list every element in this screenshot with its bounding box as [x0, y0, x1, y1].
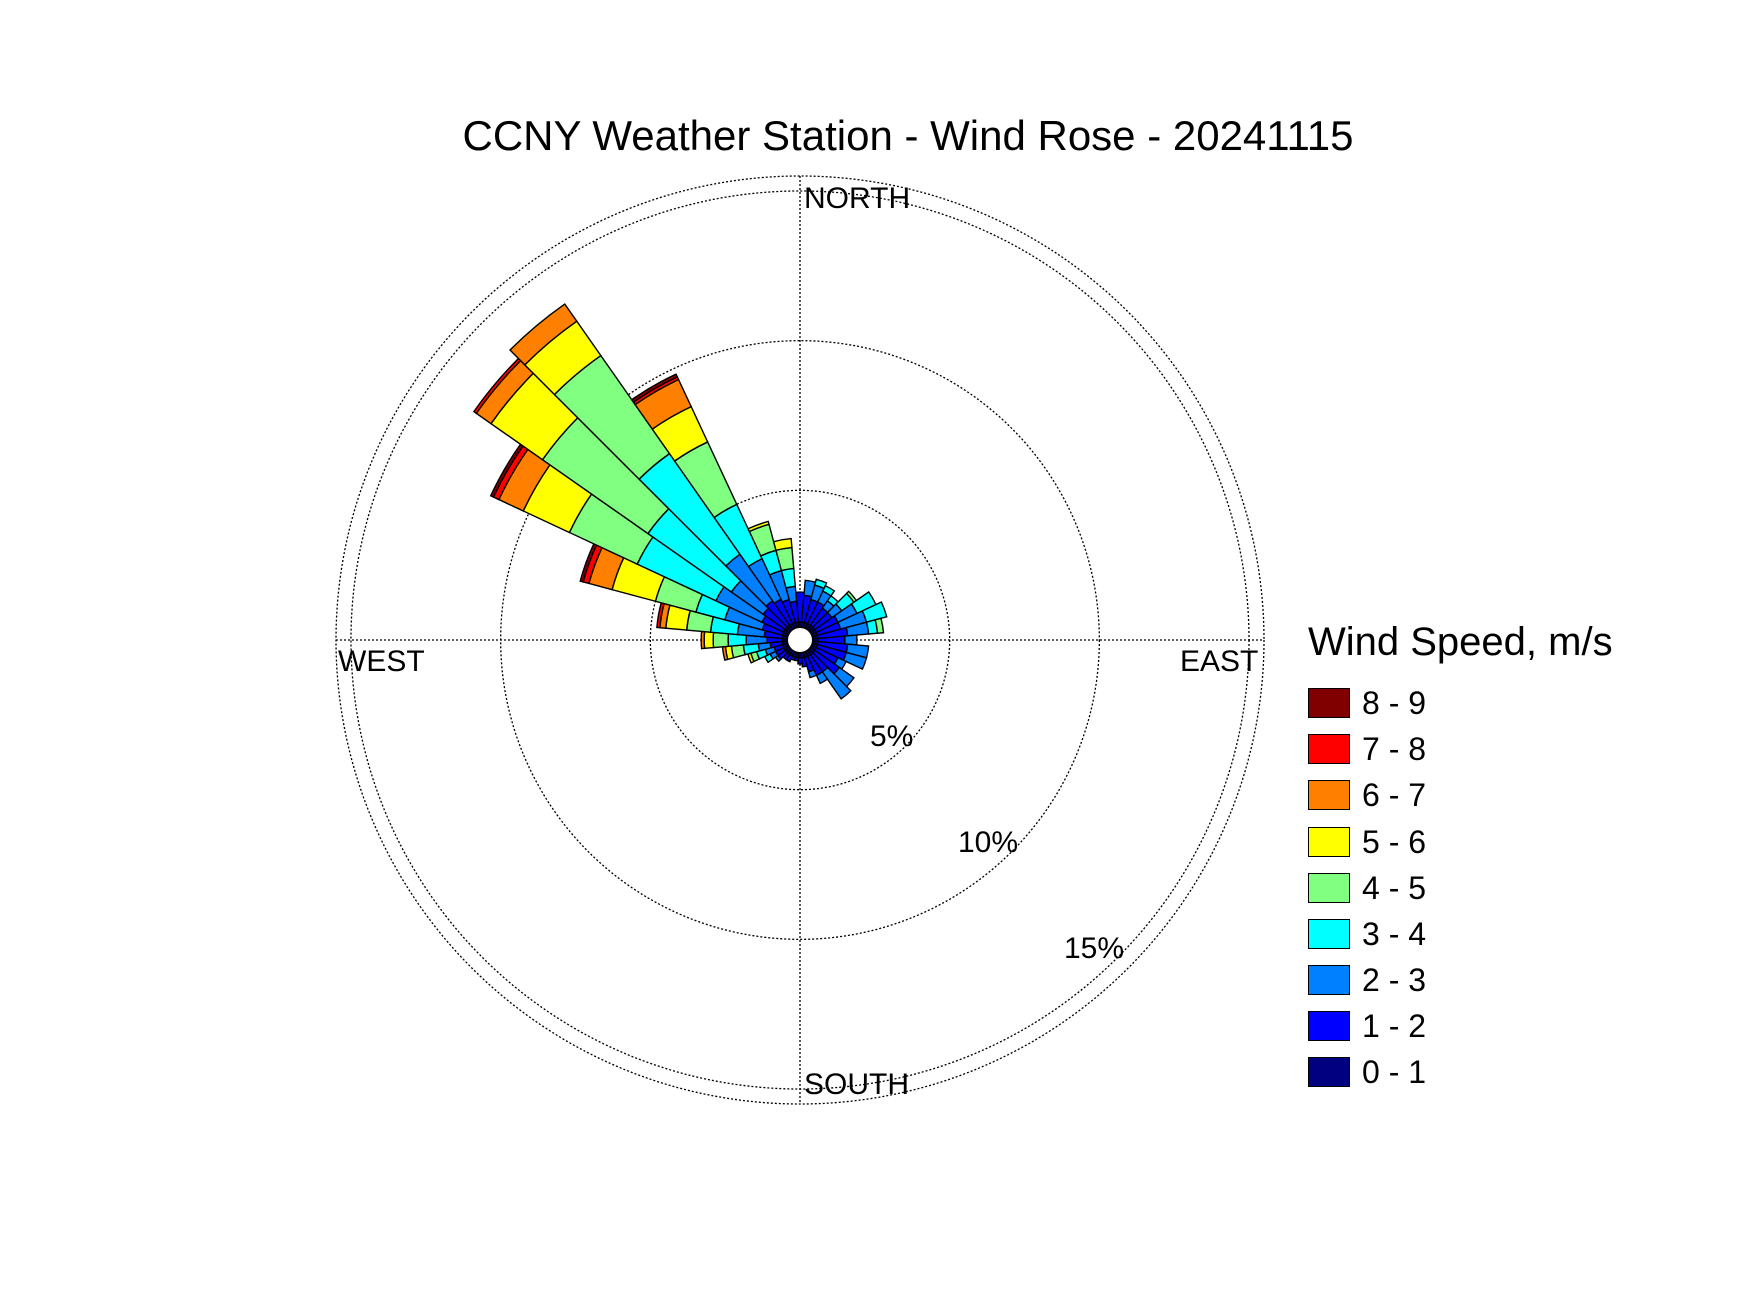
legend-item-6-7: 6 - 7 [1308, 777, 1426, 813]
legend-item-2-3: 2 - 3 [1308, 962, 1426, 998]
wedge-dir270-bin-5-6 [703, 630, 715, 650]
legend-label: 6 - 7 [1362, 776, 1427, 813]
legend-swatch [1308, 965, 1350, 995]
legend-swatch [1308, 1057, 1350, 1087]
ring-label-15: 15% [1064, 932, 1125, 965]
wedge-dir30-bin-3-4 [821, 584, 836, 597]
legend-label: 8 - 9 [1362, 684, 1427, 721]
label-north: NORTH [804, 182, 911, 215]
legend-title: Wind Speed, m/s [1308, 620, 1613, 664]
legend-label: 2 - 3 [1362, 961, 1427, 998]
legend-item-0-1: 0 - 1 [1308, 1054, 1426, 1090]
legend-label: 5 - 6 [1362, 823, 1427, 860]
legend-item-1-2: 1 - 2 [1308, 1008, 1426, 1044]
wedge-dir110-bin-2-3 [842, 651, 868, 671]
label-east: EAST [1180, 645, 1259, 678]
legend-swatch [1308, 919, 1350, 949]
legend-swatch [1308, 873, 1350, 903]
chart-title: CCNY Weather Station - Wind Rose - 20241… [462, 112, 1354, 159]
wedge-dir330-bin-8-9 [630, 373, 679, 404]
wedge-dir70-bin-3-4 [861, 601, 888, 624]
legend-swatch [1308, 734, 1350, 764]
wedge-dir340-bin-5-6 [747, 520, 770, 533]
legend-item-8-9: 8 - 9 [1308, 685, 1426, 721]
wedge-dir320-bin-6-7 [509, 303, 578, 366]
label-south: SOUTH [804, 1068, 909, 1101]
wedge-dir20-bin-3-4 [813, 578, 828, 590]
wind-wedges [472, 303, 888, 700]
calm-circle [786, 626, 814, 654]
wedge-dir160-bin-2-3 [807, 668, 818, 679]
wedge-dir270-bin-4-5 [712, 631, 730, 649]
legend-item-3-4: 3 - 4 [1308, 916, 1426, 952]
wedge-dir140-bin-2-3 [821, 666, 852, 700]
legend-item-4-5: 4 - 5 [1308, 870, 1426, 906]
wedge-dir170-bin-1-2 [800, 656, 808, 668]
legend-label: 7 - 8 [1362, 730, 1427, 767]
legend-label: 3 - 4 [1362, 915, 1427, 952]
legend-label: 1 - 2 [1362, 1007, 1427, 1044]
legend-swatch [1308, 688, 1350, 718]
legend-swatch [1308, 1011, 1350, 1041]
wedge-dir80-bin-4-5 [874, 617, 885, 634]
legend-item-7-8: 7 - 8 [1308, 731, 1426, 767]
wedge-dir270-bin-6-7 [700, 630, 706, 650]
ring-label-10: 10% [958, 826, 1019, 859]
ring-label-5: 5% [870, 720, 914, 753]
legend-label: 4 - 5 [1362, 869, 1427, 906]
wedge-dir350-bin-5-6 [772, 537, 793, 552]
legend-label: 0 - 1 [1362, 1053, 1427, 1090]
wedge-dir150-bin-2-3 [815, 670, 829, 685]
label-west: WEST [338, 645, 425, 678]
legend-swatch [1308, 780, 1350, 810]
legend-swatch [1308, 827, 1350, 857]
legend-item-5-6: 5 - 6 [1308, 824, 1426, 860]
